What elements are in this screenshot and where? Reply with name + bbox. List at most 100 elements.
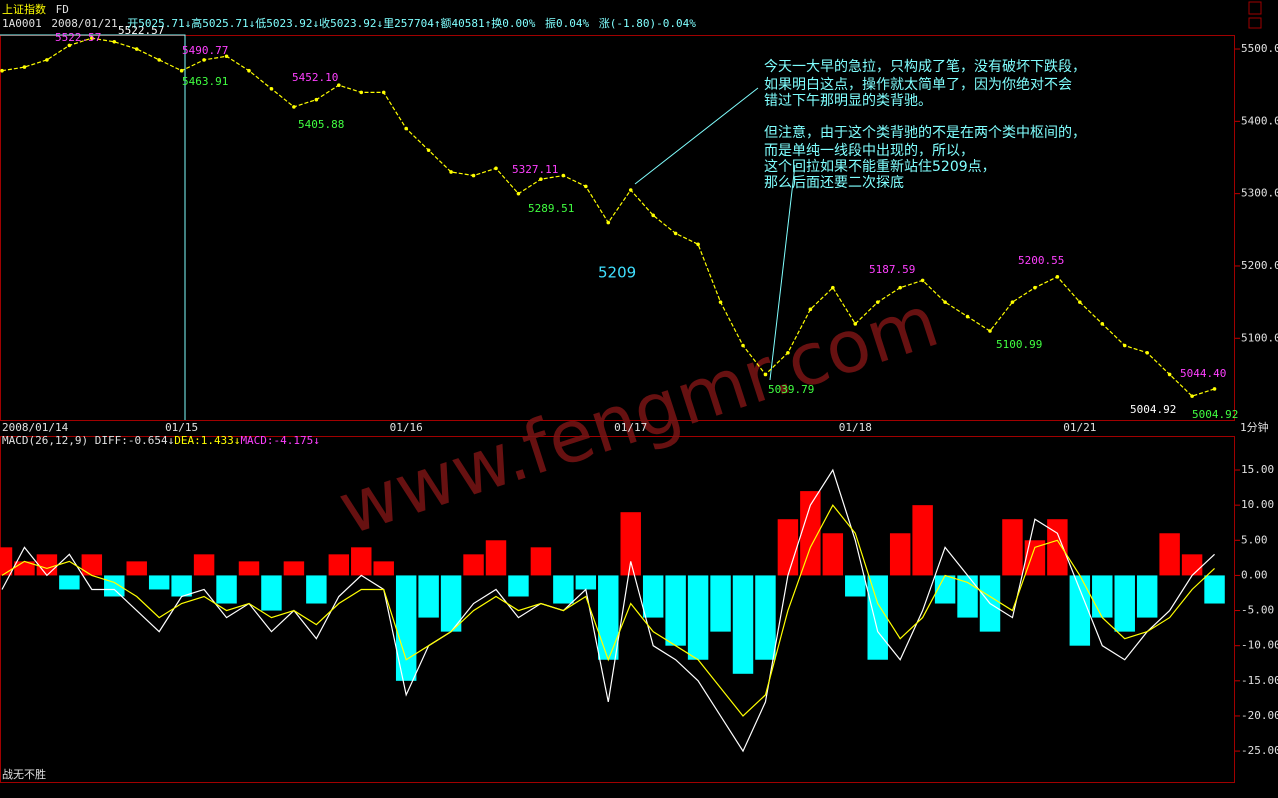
- macd-bar: [732, 575, 754, 674]
- macd-bar: [283, 561, 305, 576]
- y-tick-label: 10.00: [1241, 498, 1274, 511]
- quote: 2008/01/21: [51, 17, 118, 30]
- title: 上证指数: [2, 3, 46, 16]
- quote: 涨(-1.80)-0.04%: [598, 17, 696, 30]
- quote: 开5025.71↓高5025.71↓低5023.92↓收5023.92↓里257…: [127, 17, 536, 30]
- indicator-line: [1, 504, 1215, 717]
- macd-bar: [126, 561, 147, 576]
- comment-line: 而是单纯一线段中出现的，所以，: [764, 143, 974, 159]
- extreme-label: 5039.79: [768, 383, 814, 396]
- y-tick-label: -5.00: [1241, 604, 1274, 617]
- macd-bar: [1136, 575, 1158, 618]
- macd-bar: [1159, 533, 1180, 576]
- macd-bar: [1204, 575, 1225, 604]
- tag: FD: [55, 3, 69, 16]
- price-point: [247, 68, 251, 73]
- x-tick-label: 2008/01/14: [2, 421, 69, 434]
- price-point: [943, 300, 947, 304]
- y-tick-label: -10.00: [1241, 639, 1278, 652]
- price-point: [22, 65, 27, 69]
- extreme-label: 5004.92: [1192, 408, 1238, 421]
- macd-bar: [665, 575, 686, 646]
- extreme-label: 5327.11: [512, 163, 558, 176]
- price-point: [426, 148, 431, 153]
- crosshair-box: [0, 34, 186, 420]
- macd-bar: [1092, 575, 1113, 618]
- y-tick-label: 5300.0: [1241, 187, 1278, 200]
- price-point: [157, 58, 161, 62]
- price-point: [920, 278, 925, 283]
- x-tick-label: 01/18: [839, 421, 872, 434]
- macd-bar: [889, 533, 911, 576]
- macd-panel-frame: [0, 436, 1235, 783]
- price-point: [1190, 394, 1194, 398]
- macd-bar: [553, 575, 574, 604]
- title-row: 上证指数 FD: [2, 1, 72, 17]
- extreme-label: 5522.57: [55, 31, 101, 44]
- macd-bar: [934, 575, 956, 604]
- macd-bar: [957, 575, 978, 618]
- price-point: [628, 188, 633, 192]
- x-tick-label: 01/17: [614, 421, 647, 434]
- extreme-label: 5522.57: [118, 24, 164, 37]
- button: [1248, 17, 1262, 29]
- price-point: [134, 47, 139, 51]
- extreme-label: 5490.77: [182, 44, 228, 57]
- comment-line: 错过下午那明显的类背驰。: [764, 93, 932, 109]
- y-tick-label: 15.00: [1241, 463, 1274, 476]
- macd-label: MACD(26,12,9): [2, 434, 89, 447]
- button: [1248, 1, 1262, 15]
- price-point: [292, 105, 296, 109]
- macd-bar: [755, 575, 776, 660]
- macd-bar: [193, 554, 215, 576]
- macd-header: MACD(26,12,9) DIFF:-0.654↓DEA:1.433↓MACD…: [2, 434, 320, 447]
- price-point: [67, 43, 72, 48]
- price-point: [584, 184, 588, 189]
- macd-bar: [0, 547, 13, 576]
- x-tick-label: 01/21: [1063, 421, 1096, 434]
- price-point: [741, 343, 745, 348]
- macd-bar: [440, 575, 462, 632]
- macd-bar: [777, 519, 799, 576]
- extreme-label: 5289.51: [528, 202, 574, 215]
- price-point: [90, 36, 94, 40]
- macd-bar: [463, 554, 484, 576]
- extreme-label: 5004.92: [1130, 403, 1176, 416]
- quote-row: 1A0001 2008/01/21 开5025.71↓高5025.71↓低502…: [2, 15, 699, 31]
- macd-bar: [1181, 554, 1203, 576]
- extreme-label: 5187.59: [869, 263, 915, 276]
- price-point: [853, 322, 858, 326]
- price-point: [606, 220, 611, 225]
- comment-line: 但注意，由于这个类背驰的不是在两个类中枢间的，: [764, 124, 1086, 141]
- period-label: 1分钟: [1240, 420, 1269, 434]
- price-point: [1100, 322, 1105, 326]
- y-tick-label: 0.00: [1241, 568, 1268, 581]
- macd-bar: [418, 575, 439, 618]
- window-buttons: [1248, 1, 1262, 29]
- macd-bar: [800, 491, 821, 576]
- macd-bar: [530, 547, 552, 576]
- price-point: [831, 285, 835, 290]
- macd-bar: [104, 575, 125, 597]
- macd-value-label: MACD:-4.175↓: [240, 434, 320, 447]
- macd-bar: [1047, 519, 1068, 576]
- price-point: [786, 350, 790, 355]
- comment-line: 今天一大早的急拉，只构成了笔，没有破坏下跌段，: [764, 59, 1086, 75]
- quote: 1A0001: [2, 17, 42, 30]
- macd-bar: [59, 575, 80, 590]
- macd-bar: [912, 505, 933, 576]
- macd-bar: [822, 533, 844, 576]
- extreme-label: 5044.40: [1180, 367, 1226, 380]
- price-point: [224, 54, 229, 59]
- y-tick-label: 5.00: [1241, 533, 1268, 546]
- macd-bar: [148, 575, 170, 590]
- price-point: [381, 90, 386, 95]
- macd-bar: [306, 575, 327, 604]
- price-point: [875, 300, 880, 304]
- macd-bar: [845, 575, 866, 597]
- price-point: [1055, 275, 1060, 279]
- dea-label: DEA:1.433↓: [174, 434, 241, 447]
- extreme-label: 5405.88: [298, 118, 344, 131]
